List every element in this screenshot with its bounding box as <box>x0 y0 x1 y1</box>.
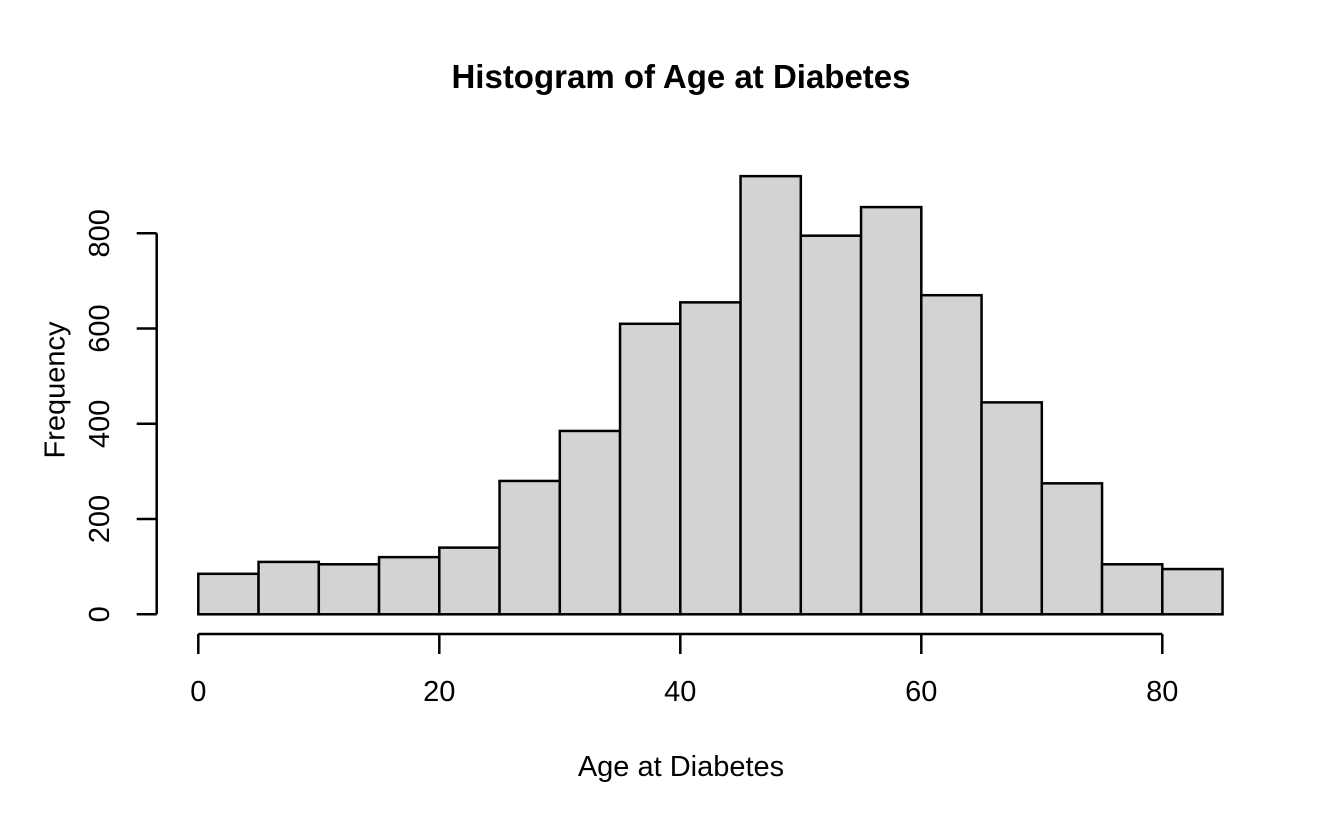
chart-title: Histogram of Age at Diabetes <box>451 58 911 95</box>
histogram-bar <box>859 205 923 616</box>
histogram-bar <box>679 301 742 616</box>
histogram-bar <box>799 234 863 616</box>
y-tick-label: 400 <box>84 400 116 448</box>
y-tick-label: 600 <box>84 304 116 352</box>
histogram-bar <box>377 555 441 616</box>
x-tick-label: 80 <box>1146 676 1178 708</box>
y-tick-label: 0 <box>84 606 116 622</box>
histogram-bar <box>498 479 562 616</box>
histogram-bar <box>317 563 381 616</box>
histogram-bar <box>618 322 682 616</box>
histogram-bar <box>739 174 803 616</box>
histogram-bar <box>1100 563 1164 616</box>
histogram-bar <box>980 401 1044 616</box>
histogram-bar <box>1161 567 1224 616</box>
histogram-bar <box>438 546 501 616</box>
x-axis-label: Age at Diabetes <box>577 751 785 783</box>
histogram-bar <box>558 429 622 616</box>
x-tick-label: 20 <box>423 676 455 708</box>
x-tick-label: 0 <box>190 676 206 708</box>
histogram-bar <box>920 293 983 616</box>
histogram-bar <box>257 560 321 616</box>
x-tick-label: 60 <box>905 676 937 708</box>
histogram-bar <box>1040 482 1104 616</box>
y-tick-label: 200 <box>84 495 116 543</box>
histogram-bar <box>197 572 260 616</box>
x-tick-label: 40 <box>664 676 696 708</box>
y-tick-label: 800 <box>84 209 116 257</box>
